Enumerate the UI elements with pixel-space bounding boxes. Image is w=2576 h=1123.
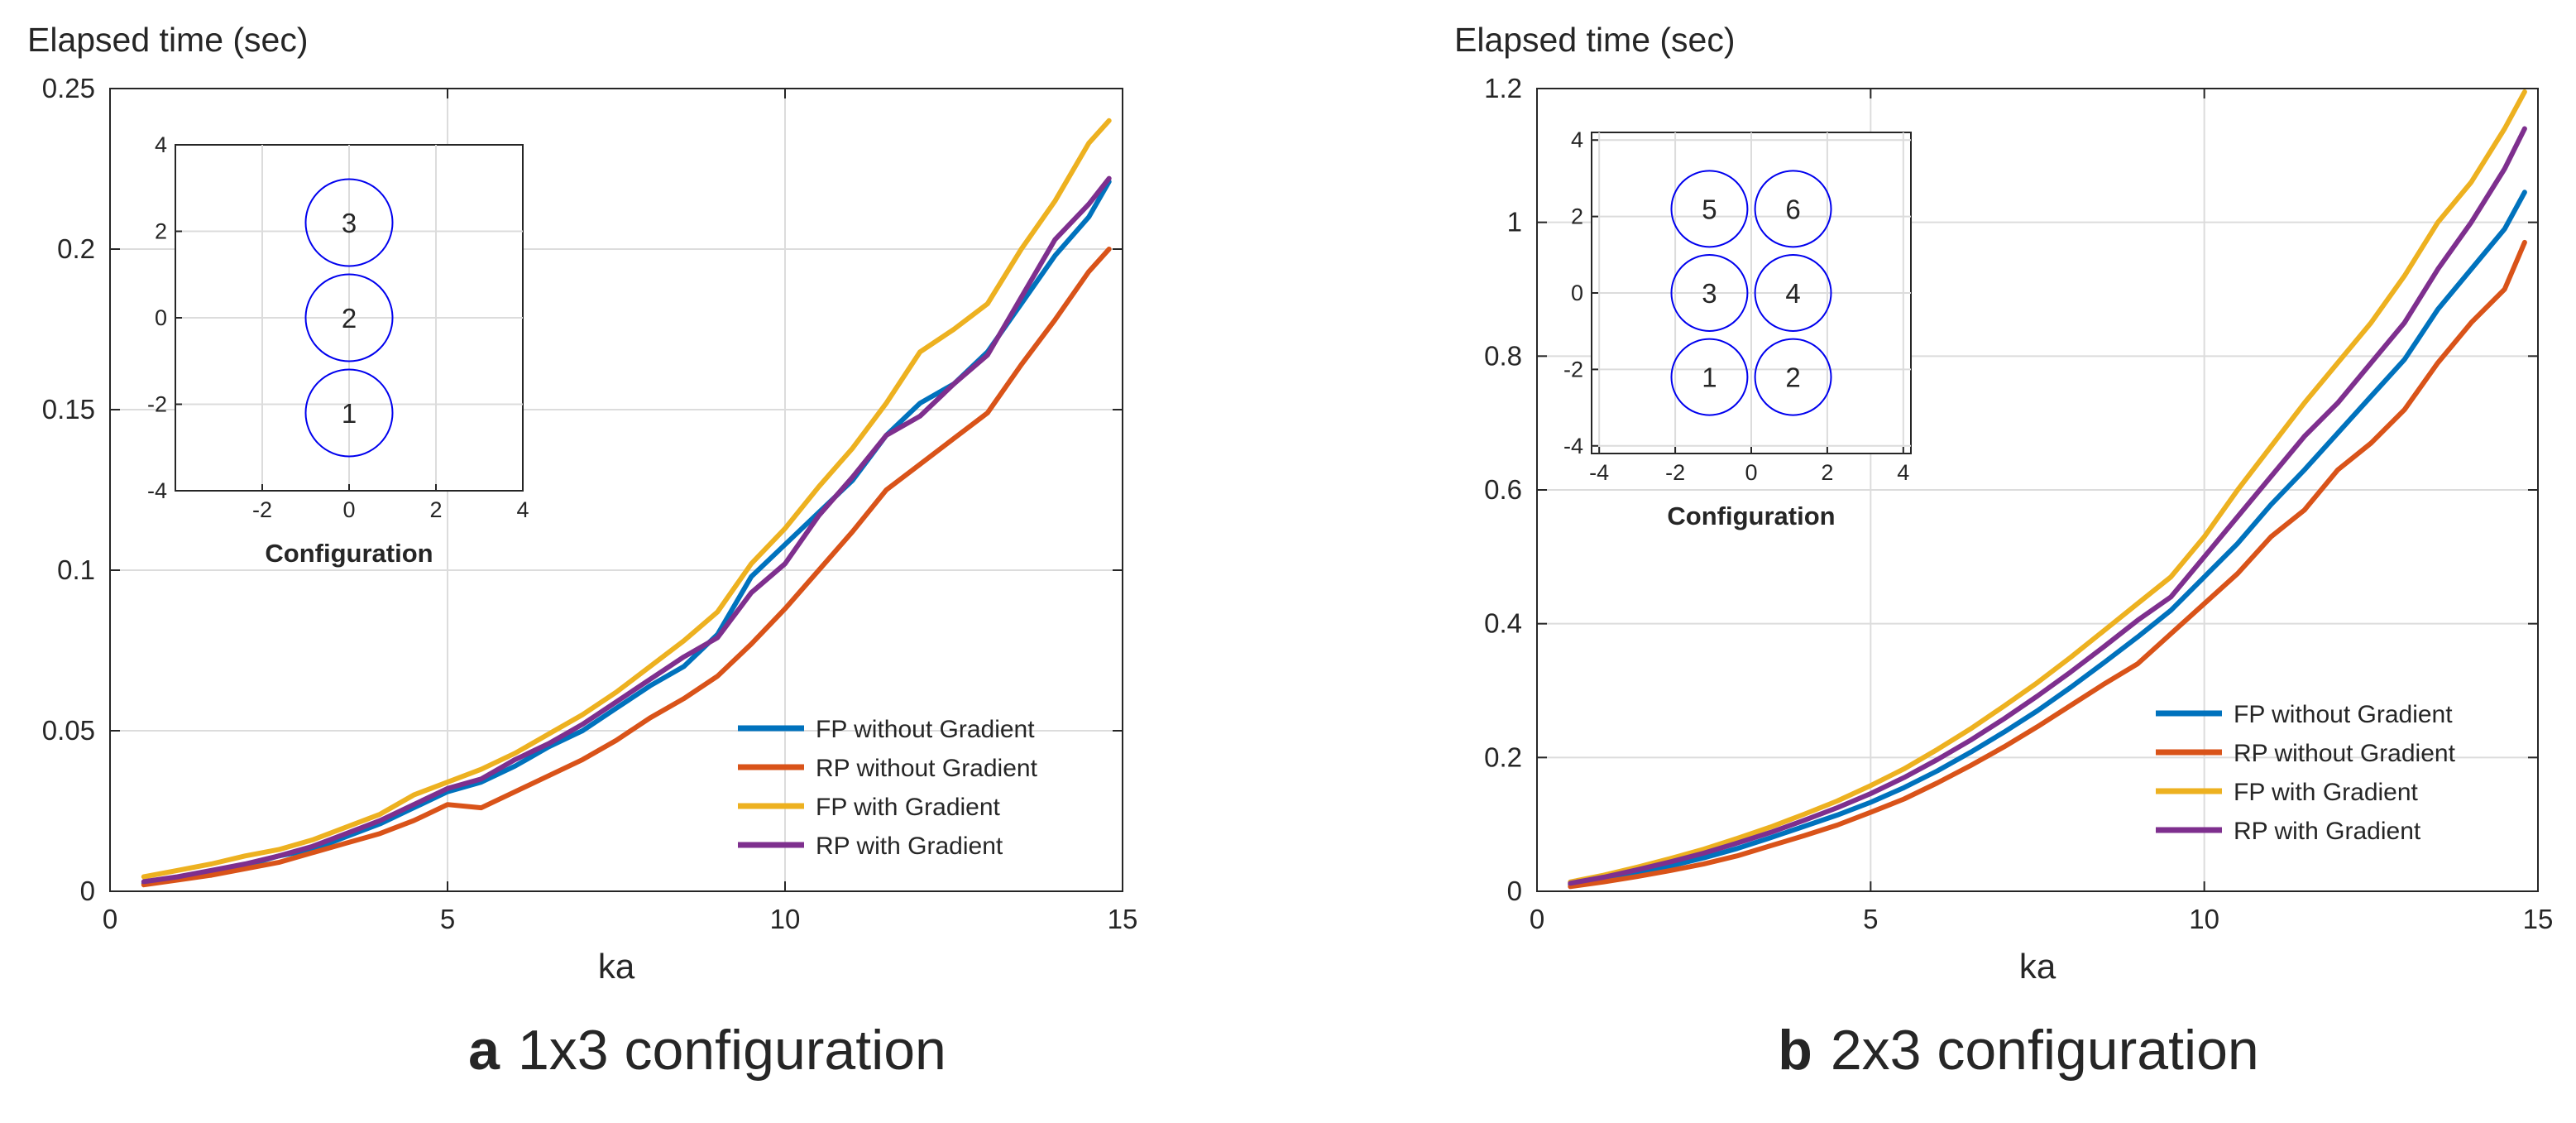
caption-text: 2x3 configuration	[1831, 1019, 2259, 1082]
inset-x-tick-label: 4	[1897, 460, 1909, 485]
series-group	[1568, 89, 2527, 890]
inset-circle	[1670, 170, 1749, 248]
inset-x-tick-label: 4	[516, 497, 529, 522]
series-line-fp-with-gradient	[1568, 89, 2527, 885]
y-tick-label: 0.2	[1484, 741, 1522, 772]
legend-label: RP with Gradient	[816, 833, 1003, 860]
inset-x-tick-label: -4	[1589, 460, 1609, 485]
inset-y-tick-label: -4	[147, 478, 167, 503]
x-tick-label: 5	[440, 904, 455, 934]
series-group	[141, 118, 1112, 888]
x-tick-label: 10	[770, 904, 801, 934]
inset-x-label: Configuration	[265, 539, 433, 568]
inset-circle-label: 1	[342, 398, 357, 429]
inset-x-label: Configuration	[1667, 502, 1835, 530]
inset-circle-label: 4	[1785, 278, 1800, 309]
inset-y-tick-label: 2	[155, 219, 167, 244]
inset-y-tick-label: 0	[155, 305, 167, 330]
y-tick-label: 0.1	[57, 554, 95, 585]
inset-x-tick-label: 0	[342, 497, 355, 522]
inset-circle-label: 3	[342, 208, 357, 238]
caption-letter: b	[1778, 1019, 1812, 1082]
x-tick-label: 0	[1530, 904, 1544, 934]
series-line-rp-with-gradient	[1568, 126, 2527, 886]
inset-x-tick-label: -2	[252, 497, 272, 522]
y-tick-label: 0.2	[57, 233, 95, 264]
y-axis-label: Elapsed time (sec)	[1454, 21, 1736, 59]
y-tick-label: 1	[1507, 207, 1522, 238]
x-tick-label: 10	[2189, 904, 2219, 934]
legend-label: RP without Gradient	[816, 755, 1038, 782]
inset-y-tick-label: -2	[1563, 357, 1583, 382]
inset-circle	[1670, 338, 1749, 416]
inset-x-tick-label: 2	[1821, 460, 1833, 485]
legend-label: FP with Gradient	[816, 794, 1001, 821]
y-tick-label: 0.8	[1484, 340, 1522, 371]
y-tick-label: 0.25	[42, 73, 95, 103]
y-tick-label: 0.4	[1484, 608, 1522, 639]
y-tick-label: 0.05	[42, 715, 95, 746]
inset-circle-label: 2	[342, 303, 357, 334]
y-tick-label: 0	[1507, 876, 1522, 906]
inset-circle-label: 3	[1702, 278, 1717, 309]
inset-circle	[1670, 254, 1749, 332]
y-tick-label: 0	[80, 876, 95, 906]
panel-caption: a 1x3 configuration	[468, 1019, 946, 1082]
inset-circle	[304, 368, 394, 458]
inset-x-tick-label: 2	[429, 497, 442, 522]
inset-circle	[1754, 338, 1832, 416]
inset-configuration: -4 -2 0 2 4 4 2 0 -2 -4 5 6 3 4 1 2 Configuration	[1563, 127, 1912, 530]
inset-circle	[304, 273, 394, 362]
caption-letter: a	[468, 1019, 500, 1082]
inset-circle	[1754, 254, 1832, 332]
x-tick-label: 15	[1108, 904, 1138, 934]
legend-label: FP without Gradient	[2234, 701, 2453, 728]
y-tick-label: 0.15	[42, 394, 95, 425]
y-axis-label: Elapsed time (sec)	[27, 21, 309, 59]
inset-y-tick-label: -4	[1563, 434, 1583, 458]
panel-caption: b 2x3 configuration	[1778, 1019, 2258, 1082]
inset-x-tick-label: 0	[1745, 460, 1757, 485]
legend-label: RP with Gradient	[2234, 818, 2421, 845]
inset-circle-label: 6	[1785, 194, 1800, 224]
y-tick-label: 0.6	[1484, 474, 1522, 505]
inset-y-tick-label: 0	[1571, 281, 1583, 305]
legend: FP without Gradient RP without Gradient FP…	[2156, 701, 2456, 845]
series-line-rp-without-gradient	[1568, 239, 2527, 890]
x-tick-label: 15	[2523, 904, 2554, 934]
inset-y-tick-label: -2	[147, 392, 167, 417]
legend-label: RP without Gradient	[2234, 740, 2456, 767]
series-line-fp-without-gradient	[1568, 190, 2527, 887]
y-tick-label: 1.2	[1484, 73, 1522, 103]
legend-label: FP without Gradient	[816, 716, 1035, 743]
x-axis-label: ka	[598, 947, 635, 986]
x-tick-label: 5	[1863, 904, 1878, 934]
inset-configuration: -2 0 2 4 4 2 0 -2 -4 3 2 1 Configuration	[147, 132, 529, 568]
inset-y-tick-label: 4	[1571, 127, 1583, 152]
series-line-fp-with-gradient	[141, 118, 1112, 880]
inset-y-tick-label: 4	[155, 132, 167, 157]
legend-label: FP with Gradient	[2234, 779, 2419, 806]
inset-circle-label: 1	[1702, 362, 1717, 393]
series-line-rp-without-gradient	[141, 247, 1112, 888]
inset-circle-label: 5	[1702, 194, 1717, 224]
inset-circle	[304, 178, 394, 267]
inset-circle	[1754, 170, 1832, 248]
legend: FP without Gradient RP without Gradient FP…	[738, 716, 1038, 860]
caption-text: 1x3 configuration	[518, 1019, 946, 1082]
inset-circle-label: 2	[1785, 362, 1800, 393]
x-axis-label: ka	[2019, 947, 2056, 986]
inset-y-tick-label: 2	[1571, 204, 1583, 229]
x-tick-label: 0	[103, 904, 117, 934]
axes-box	[109, 88, 1123, 892]
series-line-rp-with-gradient	[141, 175, 1112, 885]
inset-x-tick-label: -2	[1665, 460, 1685, 485]
